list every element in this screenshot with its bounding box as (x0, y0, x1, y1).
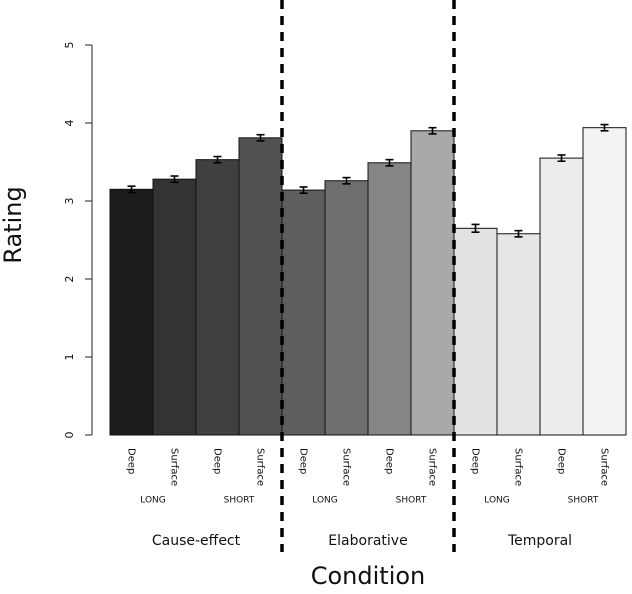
error-bar (299, 186, 308, 194)
error-bar (342, 176, 351, 185)
subgroup-label: LONG (140, 496, 166, 506)
subgroup-label: SHORT (396, 496, 427, 506)
bar (281, 189, 326, 436)
x-tick-label: Surface (341, 448, 352, 486)
bar (539, 157, 584, 436)
subgroup-label: LONG (312, 496, 338, 506)
error-bar (256, 133, 265, 142)
group-label: Temporal (507, 533, 572, 549)
bar (367, 162, 412, 436)
x-tick-label: Deep (384, 448, 395, 474)
y-tick-label: 1 (63, 354, 76, 361)
subgroup-label: SHORT (224, 496, 255, 506)
x-tick-label: Surface (427, 448, 438, 486)
x-tick-label: Deep (556, 448, 567, 474)
error-bar (557, 154, 566, 163)
error-bar (170, 175, 179, 184)
bar (410, 130, 455, 436)
group-label: Elaborative (328, 533, 407, 549)
x-tick-label: Deep (212, 448, 223, 474)
subgroup-label: SHORT (568, 496, 599, 506)
x-axis-label: Condition (311, 562, 426, 590)
bar (195, 159, 240, 436)
x-tick-label: Surface (255, 448, 266, 486)
error-bar (471, 223, 480, 233)
x-tick-label: Surface (169, 448, 180, 486)
bar (324, 180, 369, 436)
error-bar (213, 155, 222, 164)
error-bar (127, 185, 136, 194)
x-tick-label: Deep (298, 448, 309, 474)
bar (453, 227, 498, 436)
x-tick-label: Surface (513, 448, 524, 486)
error-bar (385, 158, 394, 167)
y-tick-label: 3 (63, 198, 76, 205)
bar (238, 137, 283, 436)
error-bar (514, 229, 523, 238)
bar (152, 178, 197, 436)
y-tick-label: 4 (63, 120, 76, 127)
x-tick-label: Deep (126, 448, 137, 474)
error-bar (428, 126, 437, 135)
bar (582, 127, 627, 436)
y-tick-label: 5 (63, 42, 76, 49)
group-label: Cause-effect (152, 533, 241, 549)
y-tick-label: 2 (63, 276, 76, 283)
x-tick-label: Deep (470, 448, 481, 474)
bar (109, 188, 154, 436)
x-tick-label: Surface (599, 448, 610, 486)
error-bar (600, 123, 609, 132)
bar (496, 233, 541, 436)
subgroup-label: LONG (484, 496, 510, 506)
y-axis-label: Rating (0, 186, 27, 263)
y-tick-label: 0 (63, 432, 76, 439)
